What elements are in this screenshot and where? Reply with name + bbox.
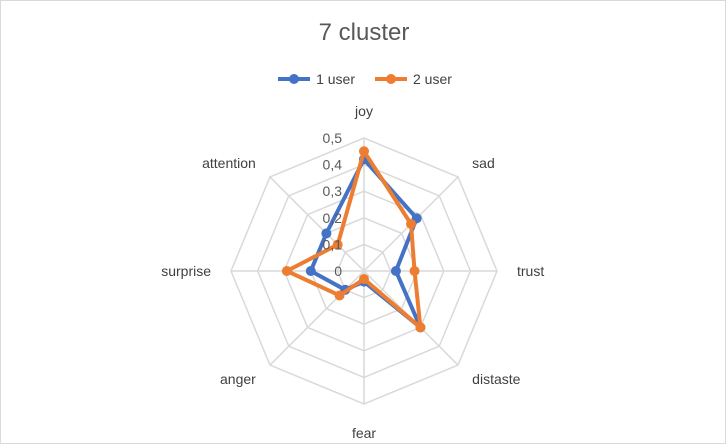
legend-swatch-series-2	[375, 74, 407, 84]
legend-label-series-1: 1 user	[316, 71, 355, 87]
tick-label-3: 0,3	[323, 183, 343, 199]
axis-label-distaste: distaste	[472, 371, 520, 387]
data-point-series-1-surprise	[305, 266, 316, 276]
tick-label-4: 0,4	[323, 157, 343, 173]
legend-item-series-2: 2 user	[373, 71, 452, 87]
data-point-series-2-trust	[409, 266, 420, 276]
data-point-series-2-anger	[334, 290, 345, 301]
data-point-series-1-trust	[390, 266, 401, 276]
tick-label-0: 0	[334, 263, 342, 279]
data-point-series-2-fear	[359, 273, 369, 284]
legend-item-series-1: 1 user	[276, 71, 355, 87]
legend-label-series-2: 2 user	[413, 71, 452, 87]
axis-label-sad: sad	[472, 155, 495, 171]
data-point-series-1-attention	[321, 228, 332, 239]
legend-swatch-series-1	[278, 74, 311, 84]
legend: 1 user 2 user	[1, 71, 726, 87]
axis-label-attention: attention	[202, 155, 256, 171]
data-point-series-2-attention	[332, 239, 343, 250]
tick-label-2: 0,2	[323, 210, 343, 226]
grid-spoke-7	[269, 176, 365, 272]
axis-label-surprise: surprise	[161, 263, 211, 279]
axis-label-fear: fear	[352, 425, 376, 441]
axis-label-anger: anger	[220, 371, 256, 387]
tick-label-5: 0,5	[323, 130, 343, 146]
data-point-series-2-joy	[359, 146, 369, 157]
data-point-series-2-sad	[406, 218, 417, 229]
axis-label-trust: trust	[517, 263, 544, 279]
data-point-series-2-distaste	[415, 322, 426, 333]
data-point-series-2-surprise	[281, 266, 292, 276]
axis-label-joy: joy	[354, 103, 373, 119]
chart-title: 7 cluster	[318, 19, 410, 46]
tick-label-1: 0,1	[323, 236, 343, 252]
